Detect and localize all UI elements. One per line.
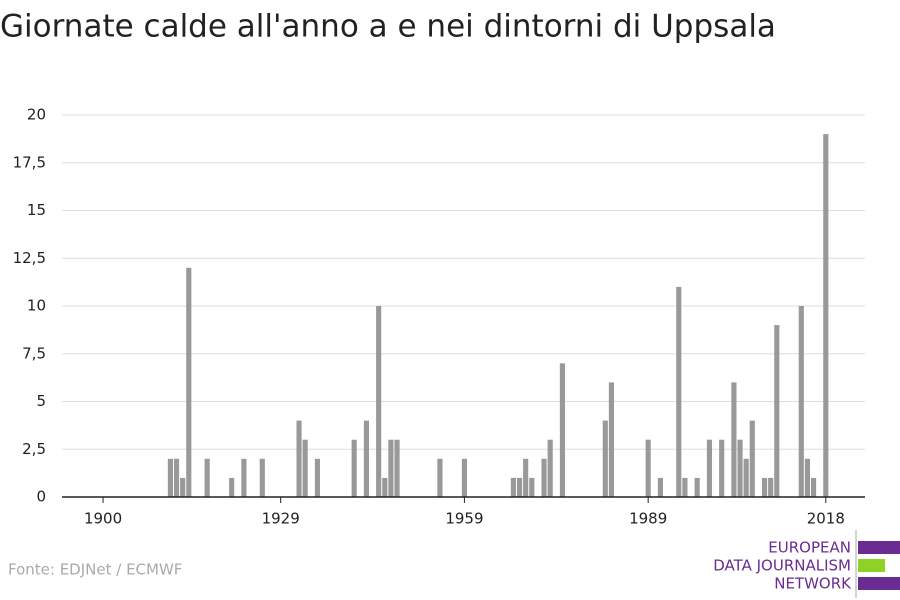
- bar: [241, 458, 247, 497]
- bar: [351, 439, 357, 497]
- y-tick-label: 2,5: [22, 440, 46, 458]
- bar: [682, 477, 688, 497]
- x-tick-label: 1929: [262, 510, 300, 528]
- bar: [768, 477, 774, 497]
- logo-bar: [858, 559, 885, 572]
- bar: [259, 458, 265, 497]
- bar: [657, 477, 663, 497]
- bar: [706, 439, 712, 497]
- bar: [382, 477, 388, 497]
- bar: [761, 477, 768, 497]
- bar: [523, 458, 529, 497]
- bar: [167, 458, 173, 497]
- bar: [186, 267, 192, 497]
- y-tick-label: 5: [36, 392, 46, 410]
- bar: [743, 458, 749, 497]
- logo-text: EUROPEAN: [768, 539, 851, 557]
- y-tick-label: 7,5: [22, 344, 46, 362]
- logo-text: DATA JOURNALISM: [713, 557, 851, 575]
- y-tick-label: 17,5: [13, 153, 46, 171]
- bar: [547, 439, 553, 497]
- bar: [774, 325, 780, 497]
- bar: [388, 439, 394, 497]
- x-tick-label: 1959: [445, 510, 483, 528]
- bar: [314, 458, 320, 497]
- bar: [516, 477, 523, 497]
- source: Fonte: EDJNet / ECMWF: [8, 561, 182, 579]
- logo-bar: [858, 541, 900, 554]
- y-tick-label: 20: [27, 106, 46, 124]
- bar: [229, 477, 235, 497]
- bar: [749, 420, 755, 497]
- bar: [719, 439, 725, 497]
- bar: [296, 420, 302, 497]
- bar: [180, 477, 186, 497]
- x-tick-label: 1989: [629, 510, 667, 528]
- bar: [437, 458, 443, 497]
- bar: [173, 458, 180, 497]
- bar: [645, 439, 651, 497]
- bar: [529, 477, 535, 497]
- bar: [676, 286, 682, 497]
- bar: [394, 439, 400, 497]
- y-tick-label: 0: [36, 488, 46, 506]
- bar: [204, 458, 210, 497]
- bar: [602, 420, 608, 497]
- bar: [731, 382, 737, 497]
- chart-title: Giornate calde all'anno a e nei dintorni…: [0, 9, 776, 45]
- bar: [810, 477, 817, 497]
- logo-bar: [858, 577, 900, 590]
- bar: [694, 477, 700, 497]
- bar: [541, 458, 547, 497]
- bar: [823, 134, 829, 497]
- y-tick-label: 10: [27, 297, 46, 315]
- bar: [559, 363, 565, 497]
- bar: [376, 306, 382, 497]
- bar: [737, 439, 743, 497]
- x-tick-label: 1900: [84, 510, 122, 528]
- bar: [804, 458, 810, 497]
- bar: [510, 477, 516, 497]
- bar: [461, 458, 467, 497]
- bar: [363, 420, 369, 497]
- bar: [798, 306, 804, 497]
- x-tick-label: 2018: [807, 510, 845, 528]
- logo-text: NETWORK: [774, 575, 852, 593]
- bar: [608, 382, 614, 497]
- y-tick-label: 12,5: [13, 249, 46, 267]
- y-tick-label: 15: [27, 201, 46, 219]
- bar: [302, 439, 308, 497]
